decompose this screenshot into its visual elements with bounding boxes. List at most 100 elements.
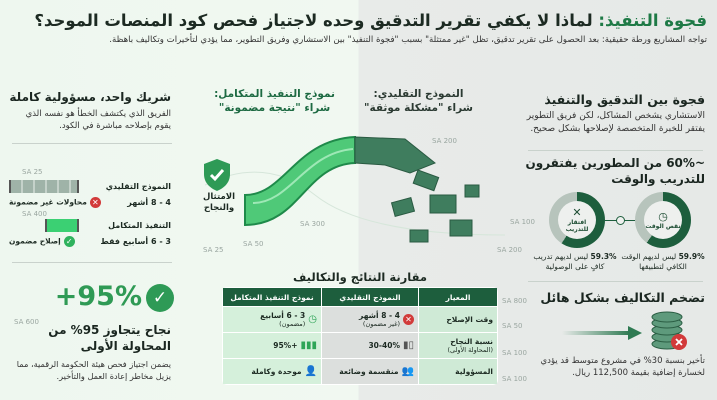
check-icon: ✓ xyxy=(63,236,75,247)
heading-line: نموذج التنفيذ المتكامل: xyxy=(214,88,335,100)
sa-label: SA 100 xyxy=(502,375,527,383)
cell-text: +95% xyxy=(273,340,298,350)
note-text: إصلاح مضمون xyxy=(9,236,61,246)
split-users-icon: 👥 xyxy=(401,366,414,378)
page-title: فجوة التنفيذ: لماذا لا يكفي تقرير التدقي… xyxy=(10,10,707,31)
column-header: النموذج التقليدي xyxy=(322,288,418,306)
traditional-timeline-bar xyxy=(9,180,79,193)
x-icon: ✕ xyxy=(89,197,101,208)
sa-label: SA 100 xyxy=(502,349,527,357)
cell-text: 3 - 6 أسابيع xyxy=(260,310,306,320)
table-header-row: المعيار النموذج التقليدي نموذج التنفيذ الم… xyxy=(223,288,497,306)
cell-text: وقت الإصلاح xyxy=(446,315,493,324)
sa-label: SA 25 xyxy=(203,246,224,254)
note-text: محاولات غير مضمونة xyxy=(9,197,87,207)
integrated-label: التنفيذ المتكامل xyxy=(108,221,171,230)
heading-line: شراء "مشكلة موثقة" xyxy=(364,102,473,114)
arrow-icon xyxy=(562,326,642,340)
traditional-row: النموذج التقليدي xyxy=(9,180,171,193)
divider xyxy=(528,150,703,151)
cell-text: نسبة النجاح xyxy=(450,336,493,346)
partner-title: شريك واحد، مسؤولية كاملة xyxy=(9,90,171,104)
traditional-detail-row: 4 - 8 أشهر ✕محاولات غير مضمونة xyxy=(9,197,171,208)
shield-label: الامتثال والنجاح xyxy=(202,192,235,213)
criterion-cell: المسؤولية xyxy=(419,359,497,384)
integrated-note: ✓إصلاح مضمون xyxy=(9,236,75,247)
sa-label: SA 300 xyxy=(300,220,325,228)
table-row: نسبة النجاح (المحاولة الأولى) ▯▮30-40% ▮▮… xyxy=(223,333,497,358)
heading-line: النموذج التقليدي: xyxy=(373,88,464,100)
traditional-heading: النموذج التقليدي: شراء "مشكلة موثقة" xyxy=(356,87,481,115)
connector-dot xyxy=(616,216,625,225)
cost-text: تأخير بنسبة 30% في مشروع متوسط قد يؤدي ل… xyxy=(540,356,706,378)
integrated-time: 3 - 6 أسابيع فقط xyxy=(100,237,171,246)
traditional-note: ✕محاولات غير مضمونة xyxy=(9,197,101,208)
shield-check-icon xyxy=(204,159,230,191)
cell-subtext: (المحاولة الأولى) xyxy=(447,345,493,354)
cell-text: المسؤولية xyxy=(455,367,493,376)
sa-label: SA 25 xyxy=(22,168,43,176)
caption-text: ليس لديهم الوقت الكافي لتطبيقها xyxy=(621,252,687,271)
bar-chart-low-icon: ▯▮ xyxy=(402,340,414,352)
donut-caption: 59.3% ليس لديهم تدريب كافٍ على الوصولية xyxy=(533,252,617,272)
traditional-cell: ✕4 - 8 أشهر (غير مضمون) xyxy=(322,307,418,332)
caption-text: ليس لديهم تدريب كافٍ على الوصولية xyxy=(533,252,605,271)
training-donut: ✕ افتقار للتدريب xyxy=(549,192,605,248)
gap-text: الاستشاري يشخص المشاكل، لكن فريق التطوير… xyxy=(526,111,705,134)
sa-label: SA 100 xyxy=(510,218,535,226)
integrated-timeline-bar xyxy=(45,219,79,232)
traditional-label: النموذج التقليدي xyxy=(105,182,171,191)
integrated-cell: ▮▮▮+95% xyxy=(223,333,321,358)
donut-label: افتقار للتدريب xyxy=(565,219,589,233)
clock-icon: ◷ xyxy=(658,209,668,223)
column-header: المعيار xyxy=(419,288,497,306)
table-row: المسؤولية 👥منقسمة وضائعة 👤موحدة وكاملة xyxy=(223,359,497,384)
success-stat: +95% xyxy=(54,281,142,312)
bridge-intact xyxy=(244,135,356,227)
sa-label: SA 600 xyxy=(14,318,39,326)
comparison-table: المعيار النموذج التقليدي نموذج التنفيذ الم… xyxy=(222,287,498,385)
cell-text: 4 - 8 أشهر xyxy=(359,310,400,320)
heading-line: شراء "نتيجة مضمونة" xyxy=(218,102,331,114)
cell-subtext: (غير مضمون) xyxy=(362,319,400,328)
caption-value: 59.9% xyxy=(678,252,705,261)
partner-text: الفريق الذي يكتشف الخطأ هو نفسه الذي يقو… xyxy=(25,109,171,131)
criterion-cell: نسبة النجاح (المحاولة الأولى) xyxy=(419,333,497,358)
sa-label: SA 200 xyxy=(497,246,522,254)
table-title: مقارنة النتائج والتكاليف xyxy=(292,270,428,284)
bridge-illustration xyxy=(205,135,506,243)
donut-caption: 59.9% ليس لديهم الوقت الكافي لتطبيقها xyxy=(621,252,705,272)
coins-icon xyxy=(651,311,687,350)
stat-title: ~60% من المطورين يفتقرون للتدريب والوقت xyxy=(525,156,706,186)
cell-subtext: (مضمون) xyxy=(279,319,306,328)
caption-value: 59.3% xyxy=(590,252,617,261)
success-text: يضمن اجتياز فحص هيئة الحكومة الرقمية، مم… xyxy=(16,359,171,381)
cell-text: موحدة وكاملة xyxy=(251,366,302,376)
divider xyxy=(12,143,172,144)
bar-chart-high-icon: ▮▮▮ xyxy=(300,340,317,352)
integrated-row: التنفيذ المتكامل xyxy=(9,219,171,232)
cell-text: 30-40% xyxy=(368,340,400,350)
title-rest: لماذا لا يكفي تقرير التدقيق وحده لاجتياز… xyxy=(34,11,599,30)
sa-label: SA 400 xyxy=(22,210,47,218)
criterion-cell: وقت الإصلاح xyxy=(419,307,497,332)
sa-label: SA 50 xyxy=(243,240,264,248)
column-header: نموذج التنفيذ المتكامل xyxy=(223,288,321,306)
integrated-detail-row: 3 - 6 أسابيع فقط ✓إصلاح مضمون xyxy=(9,236,171,247)
donut-label: نقص الوقت xyxy=(645,222,681,230)
clock-check-icon: ◷ xyxy=(308,314,317,325)
check-circle-icon: ✓ xyxy=(146,284,174,312)
bridge-broken xyxy=(354,136,480,243)
tools-icon: ✕ xyxy=(572,206,582,219)
page-subtitle: تواجه المشاريع ورطة حقيقية: بعد الحصول ع… xyxy=(109,35,707,45)
integrated-cell: ◷3 - 6 أسابيع (مضمون) xyxy=(223,307,321,332)
success-title: نجاح يتجاوز 95% من المحاولة الأولى xyxy=(48,323,171,353)
gap-title: فجوة بين التدقيق والتنفيذ xyxy=(544,92,705,107)
cost-title: تضخم التكاليف بشكل هائل xyxy=(540,290,705,305)
x-icon: ✕ xyxy=(403,314,414,325)
sa-label: SA 800 xyxy=(502,297,527,305)
integrated-heading: نموذج التنفيذ المتكامل: شراء "نتيجة مضمون… xyxy=(212,87,337,115)
integrated-cell: 👤موحدة وكاملة xyxy=(223,359,321,384)
time-donut: ◷ نقص الوقت xyxy=(635,192,691,248)
cell-text: منقسمة وضائعة xyxy=(339,366,399,376)
